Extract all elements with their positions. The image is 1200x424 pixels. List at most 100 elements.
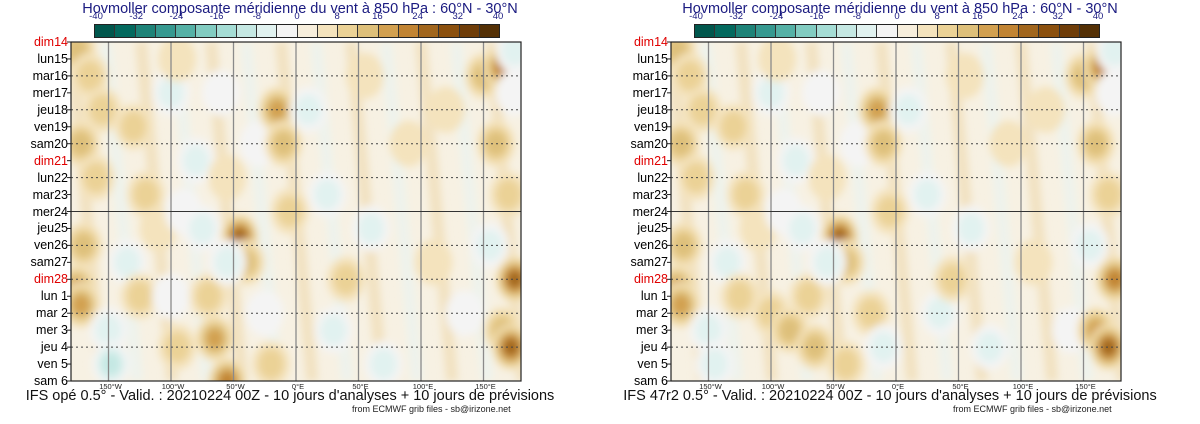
colorbar-segment (155, 25, 176, 37)
longitude-label: 100°W (761, 382, 785, 391)
colorbar-segment (297, 25, 318, 37)
colorbar-segment (459, 25, 480, 37)
colorbar-segment (358, 25, 379, 37)
date-label: ven 5 (637, 357, 668, 372)
date-label: mer17 (32, 85, 68, 100)
field-contour (370, 348, 397, 380)
colorbar-segment (816, 25, 837, 37)
field-contour (1101, 339, 1116, 355)
field-contour (195, 280, 222, 312)
field-contour (202, 69, 240, 116)
date-label: dim21 (33, 153, 68, 168)
credit-text: from ECMWF grib files - sb@irizone.net (352, 404, 511, 414)
colorbar-tick-labels: -40 -32 -24 -16 -8 0 8 16 24 32 40 (689, 11, 1103, 23)
field-streak (520, 42, 521, 54)
longitude-label: 150°E (1075, 382, 1096, 391)
field-contour (495, 69, 521, 116)
colorbar-segment (735, 25, 756, 37)
field-contour (389, 120, 428, 167)
chart-title: Hovmoller composante méridienne du vent … (682, 1, 1118, 17)
colorbar-segment (897, 25, 918, 37)
colorbar-segment (1079, 25, 1099, 37)
colorbar-segment (216, 25, 237, 37)
field-contour (1107, 270, 1121, 289)
field-contour (895, 94, 922, 126)
field-contour (476, 230, 503, 261)
field-contour (926, 297, 953, 329)
field-contour (314, 179, 341, 210)
field-contour (501, 42, 521, 66)
colorbar-segment (938, 25, 959, 37)
hovmoller-panel-right: Hovmoller composante méridienne du vent … (600, 0, 1200, 424)
date-label: mar16 (632, 68, 668, 83)
field-contour (779, 318, 800, 343)
colorbar-segment (257, 25, 278, 37)
colorbar-tick-label: 32 (452, 11, 464, 22)
field-contour (295, 94, 322, 126)
field-contour (714, 247, 741, 278)
colorbar-segment (317, 25, 338, 37)
field-contour (945, 52, 984, 99)
date-label: jeu18 (37, 102, 68, 117)
longitude-label: 150°W (699, 382, 722, 391)
chart-subtitle: IFS opé 0.5° - Valid. : 20210224 00Z - 1… (25, 388, 555, 404)
field-contour (1076, 230, 1103, 261)
date-label: lun 1 (40, 289, 68, 304)
field-contour (245, 290, 284, 337)
colorbar-segment (277, 25, 298, 37)
field-contour (814, 247, 841, 278)
field-contour (206, 328, 224, 349)
colorbar-segment (1059, 25, 1080, 37)
field-contour (758, 42, 797, 82)
colorbar-segment (917, 25, 938, 37)
date-label: jeu25 (637, 221, 668, 236)
date-label: sam20 (30, 136, 68, 151)
field-contour (495, 179, 521, 210)
colorbar-segment (398, 25, 419, 37)
colorbar-segment (1039, 25, 1060, 37)
field-contour (1101, 42, 1121, 66)
colorbar-segment (135, 25, 156, 37)
colorbar-tick-label: -24 (769, 11, 784, 22)
field-contour (114, 247, 141, 278)
date-label: jeu 4 (40, 340, 68, 355)
date-label: sam 6 (33, 374, 68, 388)
colorbar-segment (196, 25, 217, 37)
field-contour (673, 233, 694, 258)
colorbar-segment (978, 25, 999, 37)
colorbar-segment (1019, 25, 1040, 37)
colorbar (694, 24, 1100, 38)
colorbar-segment (236, 25, 257, 37)
field-contour (120, 111, 147, 143)
colorbar-tick-label: -32 (129, 11, 144, 22)
date-label: lun15 (637, 51, 668, 66)
colorbar-segment (857, 25, 878, 37)
field-contour (183, 145, 209, 176)
colorbar-tick-label: 16 (372, 11, 383, 22)
field-contour (870, 331, 897, 363)
hovmoller-plot (667, 41, 1122, 382)
chart-title: Hovmoller composante méridienne du vent … (82, 1, 518, 17)
field-contour (720, 111, 747, 143)
field-contour (976, 331, 1003, 363)
date-label: jeu 4 (640, 340, 668, 355)
colorbar-segment (796, 25, 817, 37)
date-label: dim28 (633, 272, 668, 287)
colorbar-segment (998, 25, 1019, 37)
field-contour (189, 213, 216, 244)
colorbar-segment (439, 25, 460, 37)
field-contour (72, 294, 90, 315)
field-contour (676, 60, 703, 92)
colorbar-tick-label: -40 (689, 11, 703, 22)
field-contour (126, 280, 153, 312)
date-label: mar16 (32, 68, 68, 83)
date-label: mer 3 (36, 323, 68, 338)
field-contour (795, 280, 822, 312)
field-contour (73, 233, 94, 258)
date-label: ven 5 (37, 357, 68, 372)
field-contour (989, 120, 1028, 167)
field-contour (414, 239, 453, 286)
colorbar-segment (115, 25, 136, 37)
field-contour (445, 290, 484, 337)
field-contour (76, 60, 103, 92)
